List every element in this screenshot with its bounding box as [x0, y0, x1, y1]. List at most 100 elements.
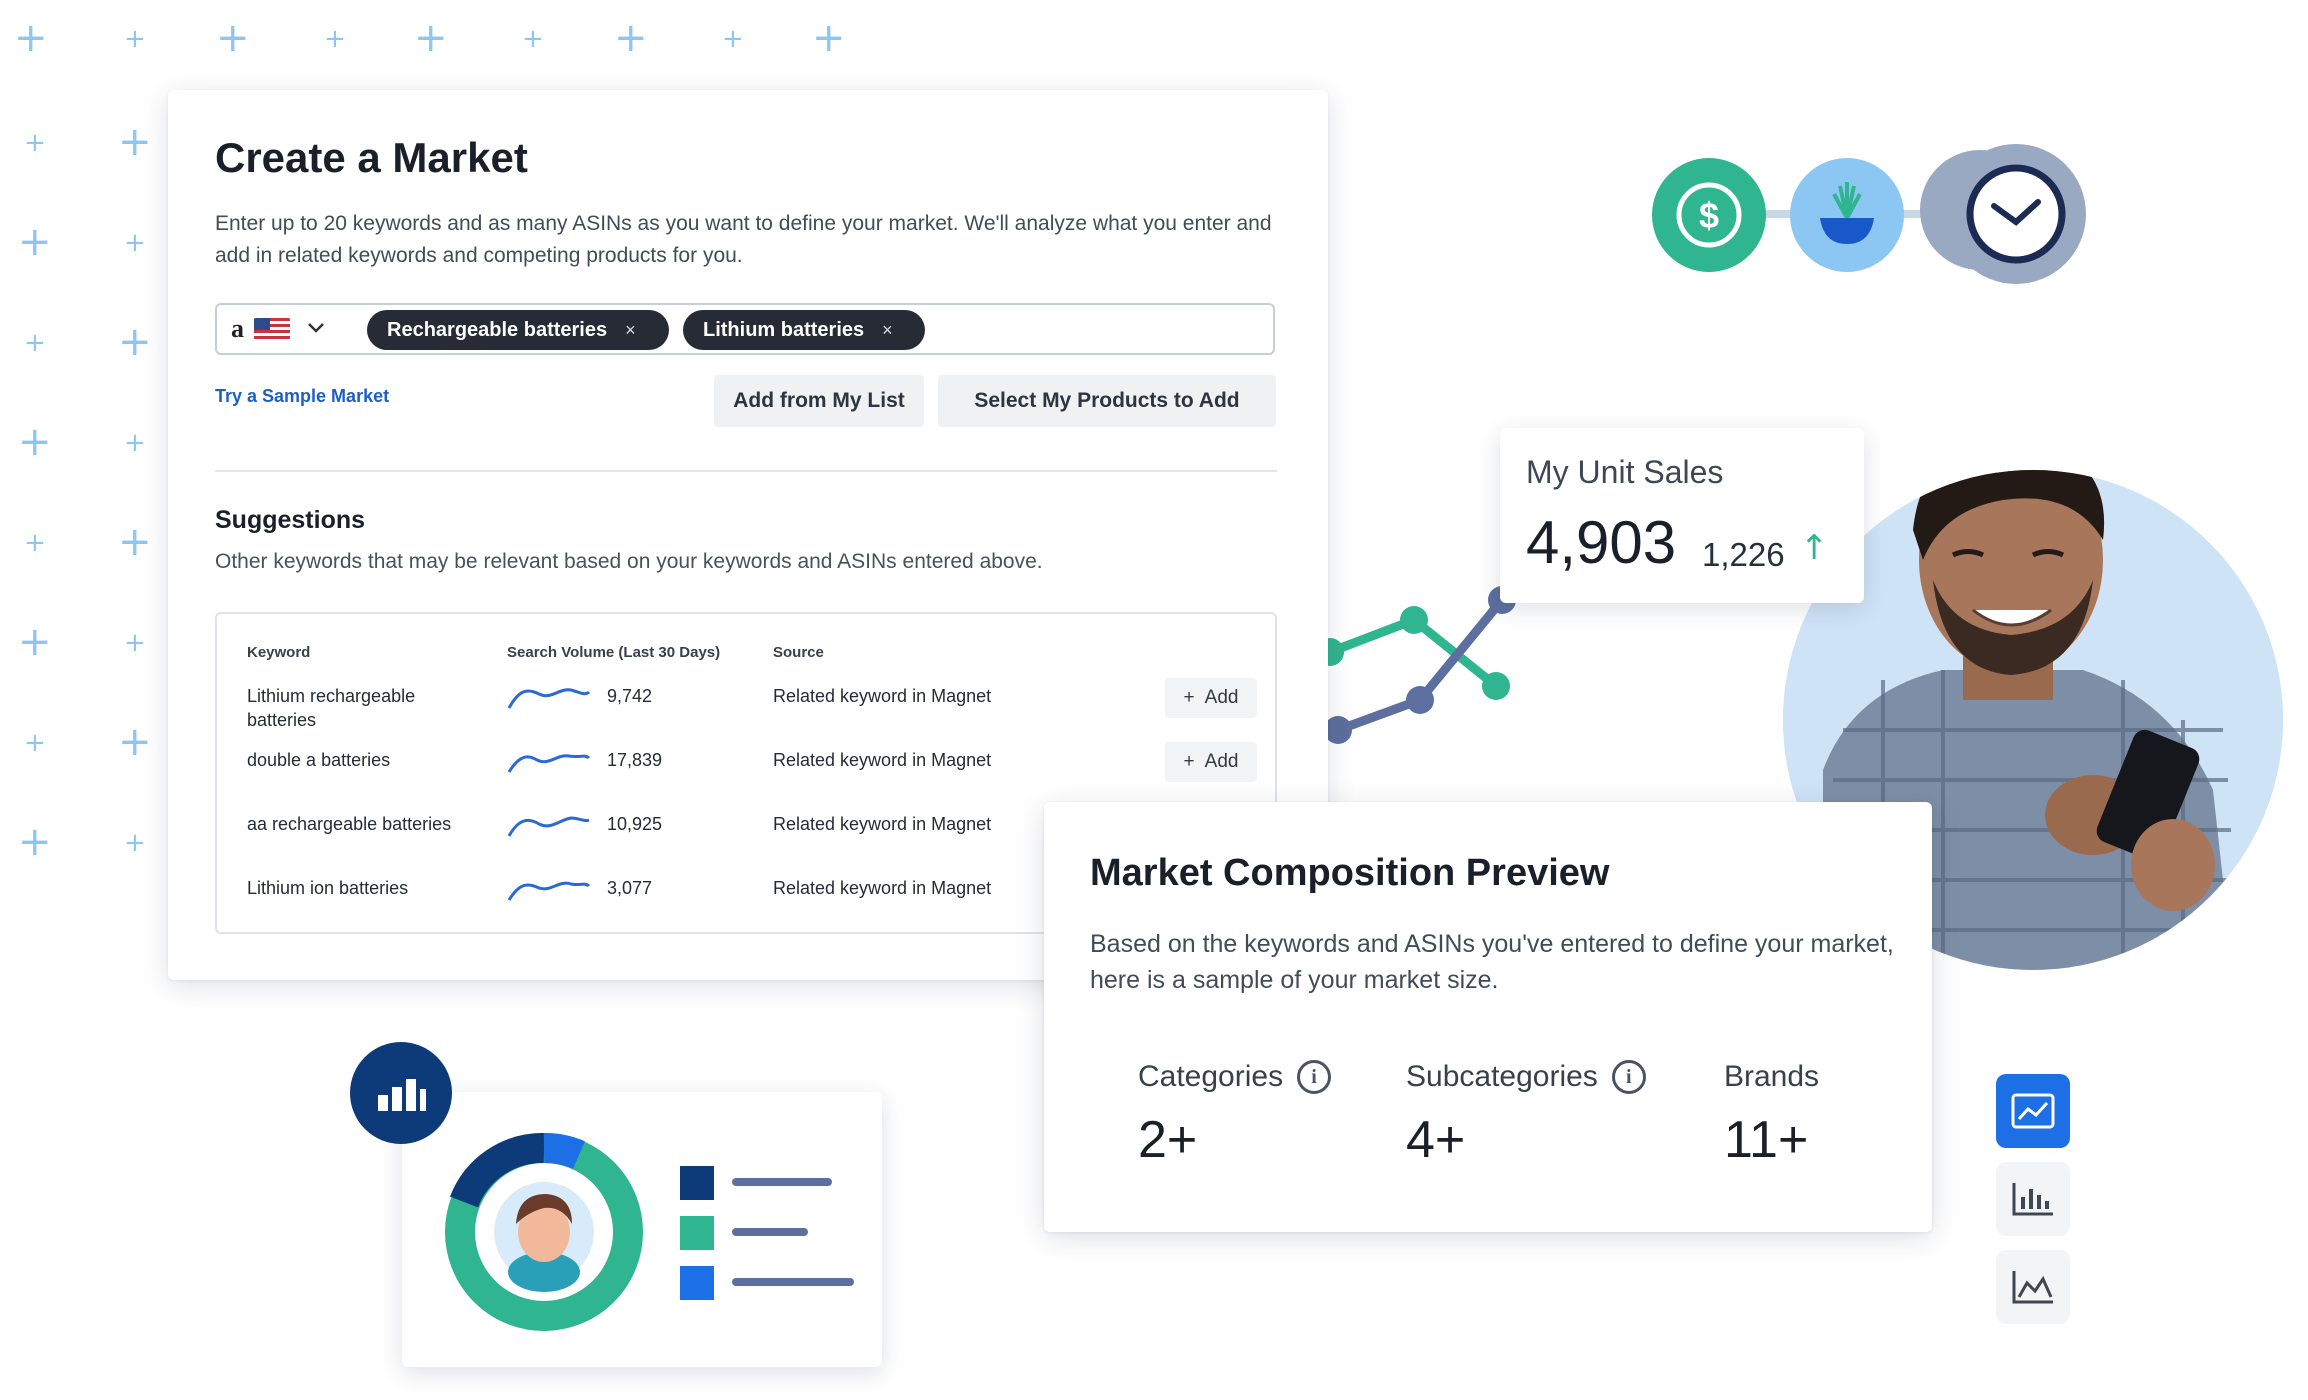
create-market-description: Enter up to 20 keywords and as many ASIN… [215, 212, 1272, 267]
plus-icon: + [324, 24, 346, 54]
unit-sales-title: My Unit Sales [1526, 454, 1724, 490]
stat-subcategories-value: 4+ [1406, 1111, 1466, 1169]
add-from-list-button[interactable]: Add from My List [714, 375, 924, 427]
dollar-glyph: $ [1699, 195, 1719, 236]
close-icon[interactable]: × [882, 319, 893, 340]
try-sample-market-link[interactable]: Try a Sample Market [215, 386, 390, 406]
source-cell: Related keyword in Magnet [773, 814, 992, 834]
bar-chart-icon[interactable] [1996, 1162, 2070, 1236]
amazon-logo-icon: a [231, 314, 244, 343]
unit-sales-card: My Unit Sales 4,903 1,226 ↑ [1500, 428, 1864, 603]
marketplace-select[interactable]: a [231, 314, 326, 344]
categories-label: Categories [1138, 1060, 1284, 1093]
plus-icon: + [124, 628, 146, 658]
legend-swatch-navy [680, 1166, 714, 1200]
plus-icon: + [1183, 687, 1195, 708]
plus-icon: + [18, 819, 52, 865]
add-label: Add [1204, 687, 1239, 708]
unit-sales-value: 4,903 [1526, 509, 1677, 576]
column-header-volume: Search Volume (Last 30 Days) [507, 644, 721, 661]
keyword-cell: Lithium rechargeable batteries [247, 686, 416, 730]
select-products-button[interactable]: Select My Products to Add [938, 375, 1276, 427]
stat-brands-label: Brands [1724, 1060, 1819, 1094]
legend-swatch-blue [680, 1266, 714, 1300]
stat-categories-label: Categories i [1138, 1060, 1332, 1094]
plus-icon: + [18, 219, 52, 265]
plus-icon: + [124, 828, 146, 858]
audience-donut [445, 1133, 643, 1331]
source-cell: Related keyword in Magnet [773, 878, 992, 898]
line-chart-icon[interactable] [1996, 1074, 2070, 1148]
volume-cell: 10,925 [607, 814, 663, 834]
market-composition-card: Market Composition Preview Based on the … [1044, 802, 1932, 1232]
plus-icon: + [118, 719, 152, 765]
chevron-down-icon [306, 318, 326, 341]
plus-icon: + [24, 128, 46, 158]
plus-icon: + [216, 15, 250, 61]
source-cell: Related keyword in Magnet [773, 750, 992, 770]
info-icon[interactable]: i [1611, 1060, 1646, 1094]
slate-point [1406, 686, 1434, 714]
slate-point [1324, 716, 1352, 744]
audience-card [402, 1092, 882, 1367]
page-title: Create a Market [215, 134, 528, 181]
column-header-keyword: Keyword [247, 644, 311, 661]
plus-icon: + [18, 619, 52, 665]
add-keyword-button[interactable]: + Add [1165, 742, 1257, 782]
plus-icon: + [522, 24, 544, 54]
plus-icon: + [414, 15, 448, 61]
subcategories-label: Subcategories [1406, 1060, 1598, 1093]
suggestions-title: Suggestions [215, 506, 366, 534]
divider [215, 470, 1277, 472]
source-cell: Related keyword in Magnet [773, 686, 992, 706]
suggestions-table: Keyword Search Volume (Last 30 Days) Sou… [215, 612, 1277, 934]
keyword-input[interactable]: a Rechargeable batteries × Lithium batte… [215, 303, 1275, 355]
composition-description: Based on the keywords and ASINs you've e… [1090, 930, 1894, 994]
plus-icon: + [1183, 751, 1195, 772]
volume-cell: 17,839 [607, 750, 663, 770]
plus-icon: + [124, 428, 146, 458]
plus-icon: + [118, 319, 152, 365]
legend-swatch-teal [680, 1216, 714, 1250]
plant-icon [1790, 158, 1904, 272]
stat-brands-value: 11+ [1724, 1111, 1809, 1169]
keyword-chip[interactable]: Rechargeable batteries × [367, 310, 669, 350]
sparkline-icon [507, 881, 591, 901]
keyword-cell: aa rechargeable batteries [247, 814, 452, 834]
info-icon[interactable]: i [1297, 1060, 1332, 1094]
dollar-icon: $ [1652, 158, 1766, 272]
keyword-cell: double a batteries [247, 750, 391, 770]
legend-line [732, 1178, 832, 1186]
add-label: Add [1204, 751, 1239, 772]
brands-label: Brands [1724, 1060, 1820, 1093]
plus-icon: + [614, 15, 648, 61]
teal-point [1400, 606, 1428, 634]
trend-lines-graphic [1320, 586, 1516, 744]
sparkline-icon [507, 688, 591, 709]
stat-subcategories-label: Subcategories i [1406, 1060, 1646, 1094]
area-chart-icon[interactable] [1996, 1250, 2070, 1324]
add-keyword-button[interactable]: + Add [1165, 678, 1257, 718]
plus-icon: + [24, 328, 46, 358]
keyword-cell: Lithium ion batteries [247, 878, 409, 898]
volume-cell: 3,077 [607, 878, 653, 898]
us-flag-icon [254, 318, 290, 340]
plus-icon: + [18, 419, 52, 465]
close-icon[interactable]: × [625, 319, 636, 340]
plus-icon: + [722, 24, 744, 54]
sparkline-icon [507, 754, 591, 773]
keyword-chip[interactable]: Lithium batteries × [683, 310, 925, 350]
plus-icon: + [14, 15, 48, 61]
teal-point [1482, 672, 1510, 700]
composition-title: Market Composition Preview [1090, 852, 1610, 894]
bar-chart-badge-icon [350, 1042, 452, 1144]
plus-icon: + [118, 119, 152, 165]
plus-icon: + [118, 519, 152, 565]
clock-icon [1946, 144, 2086, 284]
suggestions-description: Other keywords that may be relevant base… [215, 550, 1043, 573]
stat-categories-value: 2+ [1138, 1111, 1198, 1169]
plus-icon: + [124, 228, 146, 258]
legend-line [732, 1228, 808, 1236]
create-market-card: Create a Market Enter up to 20 keywords … [168, 90, 1328, 980]
keyword-chip-label: Lithium batteries [703, 318, 865, 341]
